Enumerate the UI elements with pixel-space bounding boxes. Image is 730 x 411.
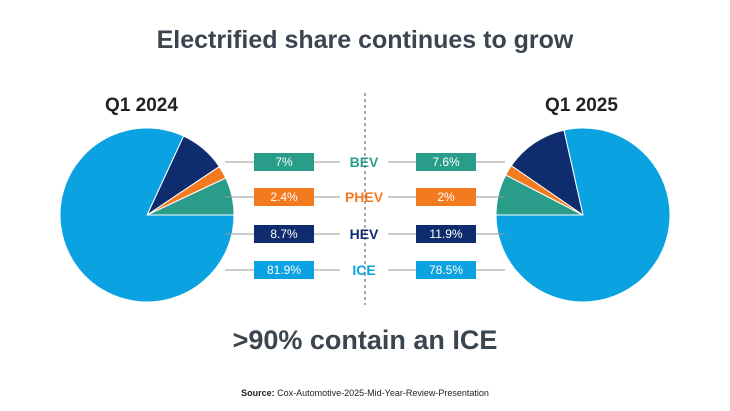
category-label-ice: ICE bbox=[352, 262, 376, 278]
value-box-q1-2025-ice: 78.5% bbox=[416, 261, 476, 279]
source-label: Source: bbox=[241, 388, 275, 398]
source-text: Cox-Automotive-2025-Mid-Year-Review-Pres… bbox=[277, 388, 489, 398]
pie-slice-ice-q1-2024 bbox=[59, 127, 235, 303]
pie-slice-ice-q1-2025 bbox=[495, 127, 671, 303]
category-label-hev: HEV bbox=[349, 226, 379, 242]
category-label-bev: BEV bbox=[349, 154, 379, 170]
value-box-q1-2024-ice: 81.9% bbox=[254, 261, 314, 279]
value-box-q1-2025-hev: 11.9% bbox=[416, 225, 476, 243]
value-box-q1-2025-phev: 2% bbox=[416, 188, 476, 206]
category-label-phev: PHEV bbox=[344, 189, 384, 205]
period-label-q1-2025: Q1 2025 bbox=[545, 95, 618, 116]
value-box-q1-2024-hev: 8.7% bbox=[254, 225, 314, 243]
pie-slice-hev-q1-2025 bbox=[510, 129, 584, 217]
value-box-q1-2024-bev: 7% bbox=[254, 153, 314, 171]
period-label-q1-2024: Q1 2024 bbox=[105, 95, 178, 116]
value-box-q1-2024-phev: 2.4% bbox=[254, 188, 314, 206]
chart-title: Electrified share continues to grow bbox=[156, 26, 574, 54]
value-box-q1-2025-bev: 7.6% bbox=[416, 153, 476, 171]
source-note: Source: Cox-Automotive-2025-Mid-Year-Rev… bbox=[0, 388, 730, 398]
ice-callout: >90% contain an ICE bbox=[232, 325, 498, 355]
